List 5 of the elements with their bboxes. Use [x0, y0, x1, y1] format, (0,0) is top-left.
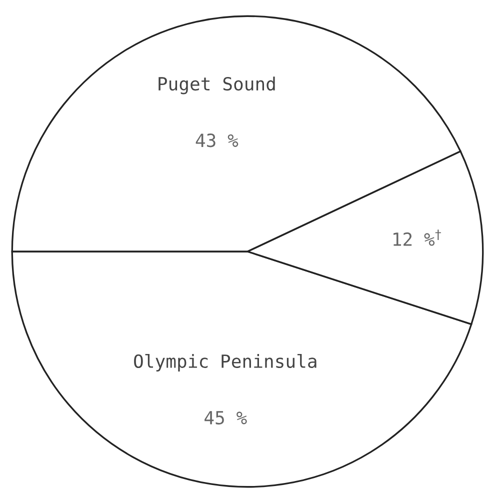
data-label: 12 %$^{†}$	[394, 230, 441, 246]
data-label: 45 %	[204, 411, 247, 425]
data-label: 43 %	[196, 134, 238, 148]
slice-label: Olympic Peninsula	[134, 354, 316, 372]
slice-label: Puget Sound	[158, 76, 275, 94]
